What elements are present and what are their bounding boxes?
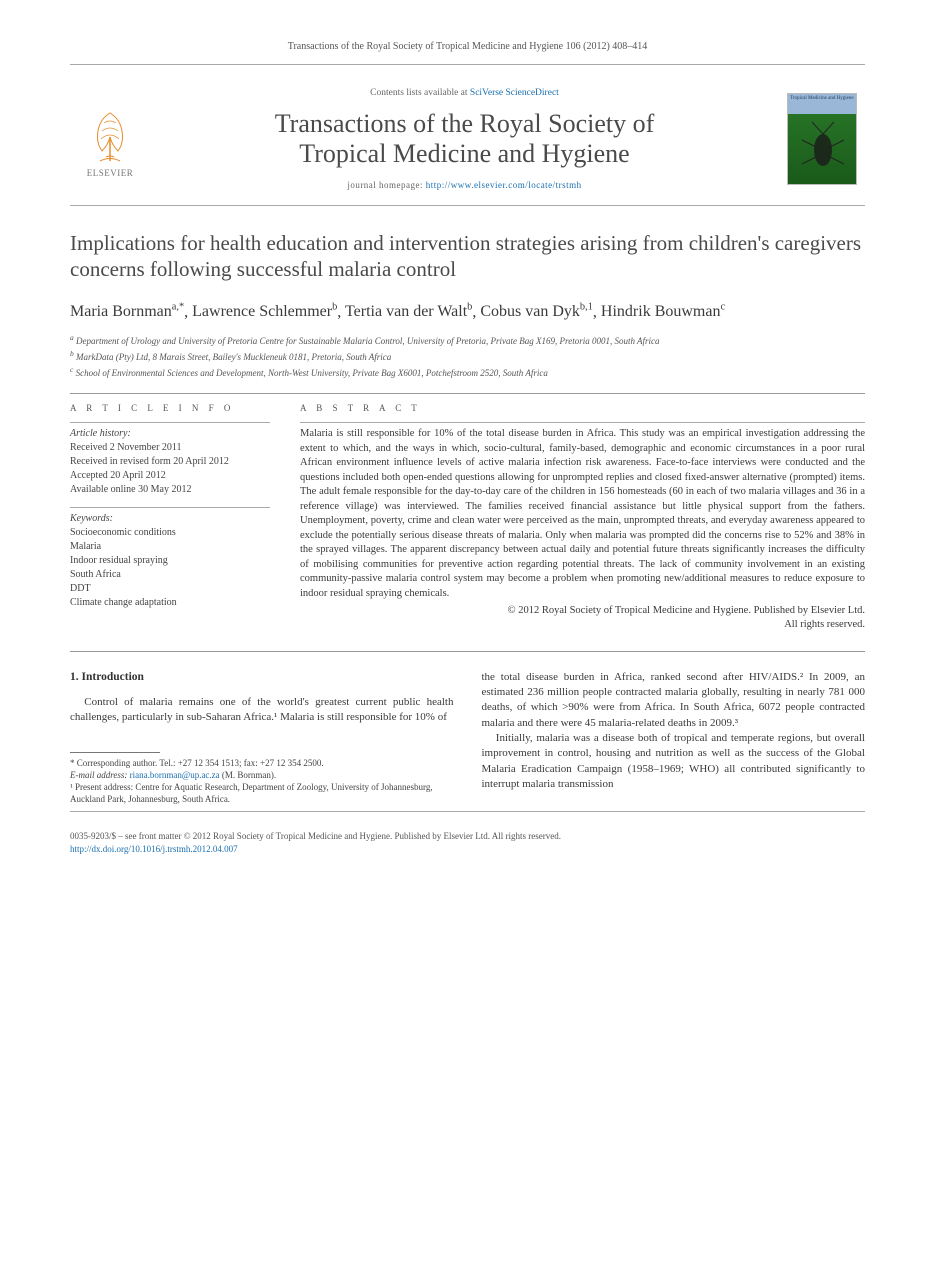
history-item: Received in revised form 20 April 2012 xyxy=(70,455,270,469)
email-footnote: E-mail address: riana.bornman@up.ac.za (… xyxy=(70,769,454,781)
paragraph: the total disease burden in Africa, rank… xyxy=(482,670,866,732)
elsevier-logo: ELSEVIER xyxy=(78,99,142,179)
article-info-heading: A R T I C L E I N F O xyxy=(70,402,270,414)
cover-thumb-title: Tropical Medicine and Hygiene xyxy=(788,94,856,114)
running-header: Transactions of the Royal Society of Tro… xyxy=(70,40,865,54)
keyword: Malaria xyxy=(70,540,270,554)
abstract-text: Malaria is still responsible for 10% of … xyxy=(300,427,865,601)
keywords-heading: Keywords: xyxy=(70,512,270,526)
copyright-line1: © 2012 Royal Society of Tropical Medicin… xyxy=(508,605,865,616)
header-rule-top xyxy=(70,64,865,65)
author-4: Cobus van Dykb,1 xyxy=(480,303,593,320)
journal-name: Transactions of the Royal Society of Tro… xyxy=(158,109,771,169)
affil-b: b MarkData (Pty) Ltd, 8 Marais Street, B… xyxy=(70,349,865,364)
elsevier-wordmark: ELSEVIER xyxy=(87,167,134,179)
history-heading: Article history: xyxy=(70,427,270,441)
keyword: DDT xyxy=(70,582,270,596)
corr-author-footnote: * Corresponding author. Tel.: +27 12 354… xyxy=(70,757,454,769)
elsevier-tree-icon xyxy=(86,109,134,165)
cover-insect-icon xyxy=(788,112,858,184)
body-columns: 1. Introduction Control of malaria remai… xyxy=(70,670,865,806)
affil-c: c School of Environmental Sciences and D… xyxy=(70,365,865,380)
column-left: 1. Introduction Control of malaria remai… xyxy=(70,670,454,806)
paragraph: Control of malaria remains one of the wo… xyxy=(70,695,454,726)
homepage-line: journal homepage: http://www.elsevier.co… xyxy=(158,179,771,191)
column-right: the total disease burden in Africa, rank… xyxy=(482,670,866,806)
rule-below-abstract xyxy=(70,651,865,652)
present-address-footnote: ¹ Present address: Centre for Aquatic Re… xyxy=(70,781,454,805)
copyright-line2: All rights reserved. xyxy=(784,619,865,630)
affil-a: a Department of Urology and University o… xyxy=(70,333,865,348)
journal-name-line2: Tropical Medicine and Hygiene xyxy=(299,139,629,168)
homepage-link[interactable]: http://www.elsevier.com/locate/trstmh xyxy=(426,180,582,190)
info-rule-2 xyxy=(70,507,270,508)
doi-link[interactable]: http://dx.doi.org/10.1016/j.trstmh.2012.… xyxy=(70,844,238,854)
issn-line: 0035-9203/$ – see front matter © 2012 Ro… xyxy=(70,830,865,843)
footer-rule xyxy=(70,811,865,812)
keyword: South Africa xyxy=(70,568,270,582)
article-title: Implications for health education and in… xyxy=(70,230,865,283)
author-1: Maria Bornmana,* xyxy=(70,303,184,320)
keyword: Indoor residual spraying xyxy=(70,554,270,568)
author-list: Maria Bornmana,*, Lawrence Schlemmerb, T… xyxy=(70,301,865,324)
footnotes: * Corresponding author. Tel.: +27 12 354… xyxy=(70,757,454,806)
footnote-rule xyxy=(70,752,160,753)
journal-name-line1: Transactions of the Royal Society of xyxy=(275,109,655,138)
article-info: A R T I C L E I N F O Article history: R… xyxy=(70,402,270,632)
history-item: Available online 30 May 2012 xyxy=(70,483,270,497)
header-rule-bottom xyxy=(70,205,865,206)
affiliations: a Department of Urology and University o… xyxy=(70,333,865,379)
author-3: Tertia van der Waltb xyxy=(345,303,472,320)
paragraph: Initially, malaria was a disease both of… xyxy=(482,731,866,793)
history-item: Accepted 20 April 2012 xyxy=(70,469,270,483)
journal-cover-thumbnail: Tropical Medicine and Hygiene xyxy=(787,93,857,185)
abstract-heading: A B S T R A C T xyxy=(300,402,865,414)
email-link[interactable]: riana.bornman@up.ac.za xyxy=(130,770,220,780)
keyword: Socioeconomic conditions xyxy=(70,526,270,540)
rule-above-abstract xyxy=(70,393,865,394)
keywords-block: Keywords: Socioeconomic conditions Malar… xyxy=(70,512,270,610)
contents-prefix: Contents lists available at xyxy=(370,88,470,98)
email-who: (M. Bornman). xyxy=(220,770,277,780)
info-abstract-row: A R T I C L E I N F O Article history: R… xyxy=(70,402,865,632)
keyword: Climate change adaptation xyxy=(70,596,270,610)
masthead-center: Contents lists available at SciVerse Sci… xyxy=(142,87,787,192)
article-history: Article history: Received 2 November 201… xyxy=(70,427,270,497)
info-rule-1 xyxy=(70,422,270,423)
homepage-prefix: journal homepage: xyxy=(347,180,425,190)
history-item: Received 2 November 2011 xyxy=(70,441,270,455)
sciencedirect-link[interactable]: SciVerse ScienceDirect xyxy=(470,88,559,98)
section-1-heading: 1. Introduction xyxy=(70,670,454,686)
author-2: Lawrence Schlemmerb xyxy=(192,303,337,320)
abstract-rule xyxy=(300,422,865,423)
journal-masthead: ELSEVIER Contents lists available at Sci… xyxy=(70,69,865,202)
title-block: Implications for health education and in… xyxy=(70,230,865,283)
abstract-column: A B S T R A C T Malaria is still respons… xyxy=(300,402,865,632)
author-5: Hindrik Bouwmanc xyxy=(601,303,725,320)
abstract-copyright: © 2012 Royal Society of Tropical Medicin… xyxy=(300,604,865,632)
page-footer: 0035-9203/$ – see front matter © 2012 Ro… xyxy=(70,830,865,855)
email-label: E-mail address: xyxy=(70,770,130,780)
contents-line: Contents lists available at SciVerse Sci… xyxy=(158,87,771,100)
